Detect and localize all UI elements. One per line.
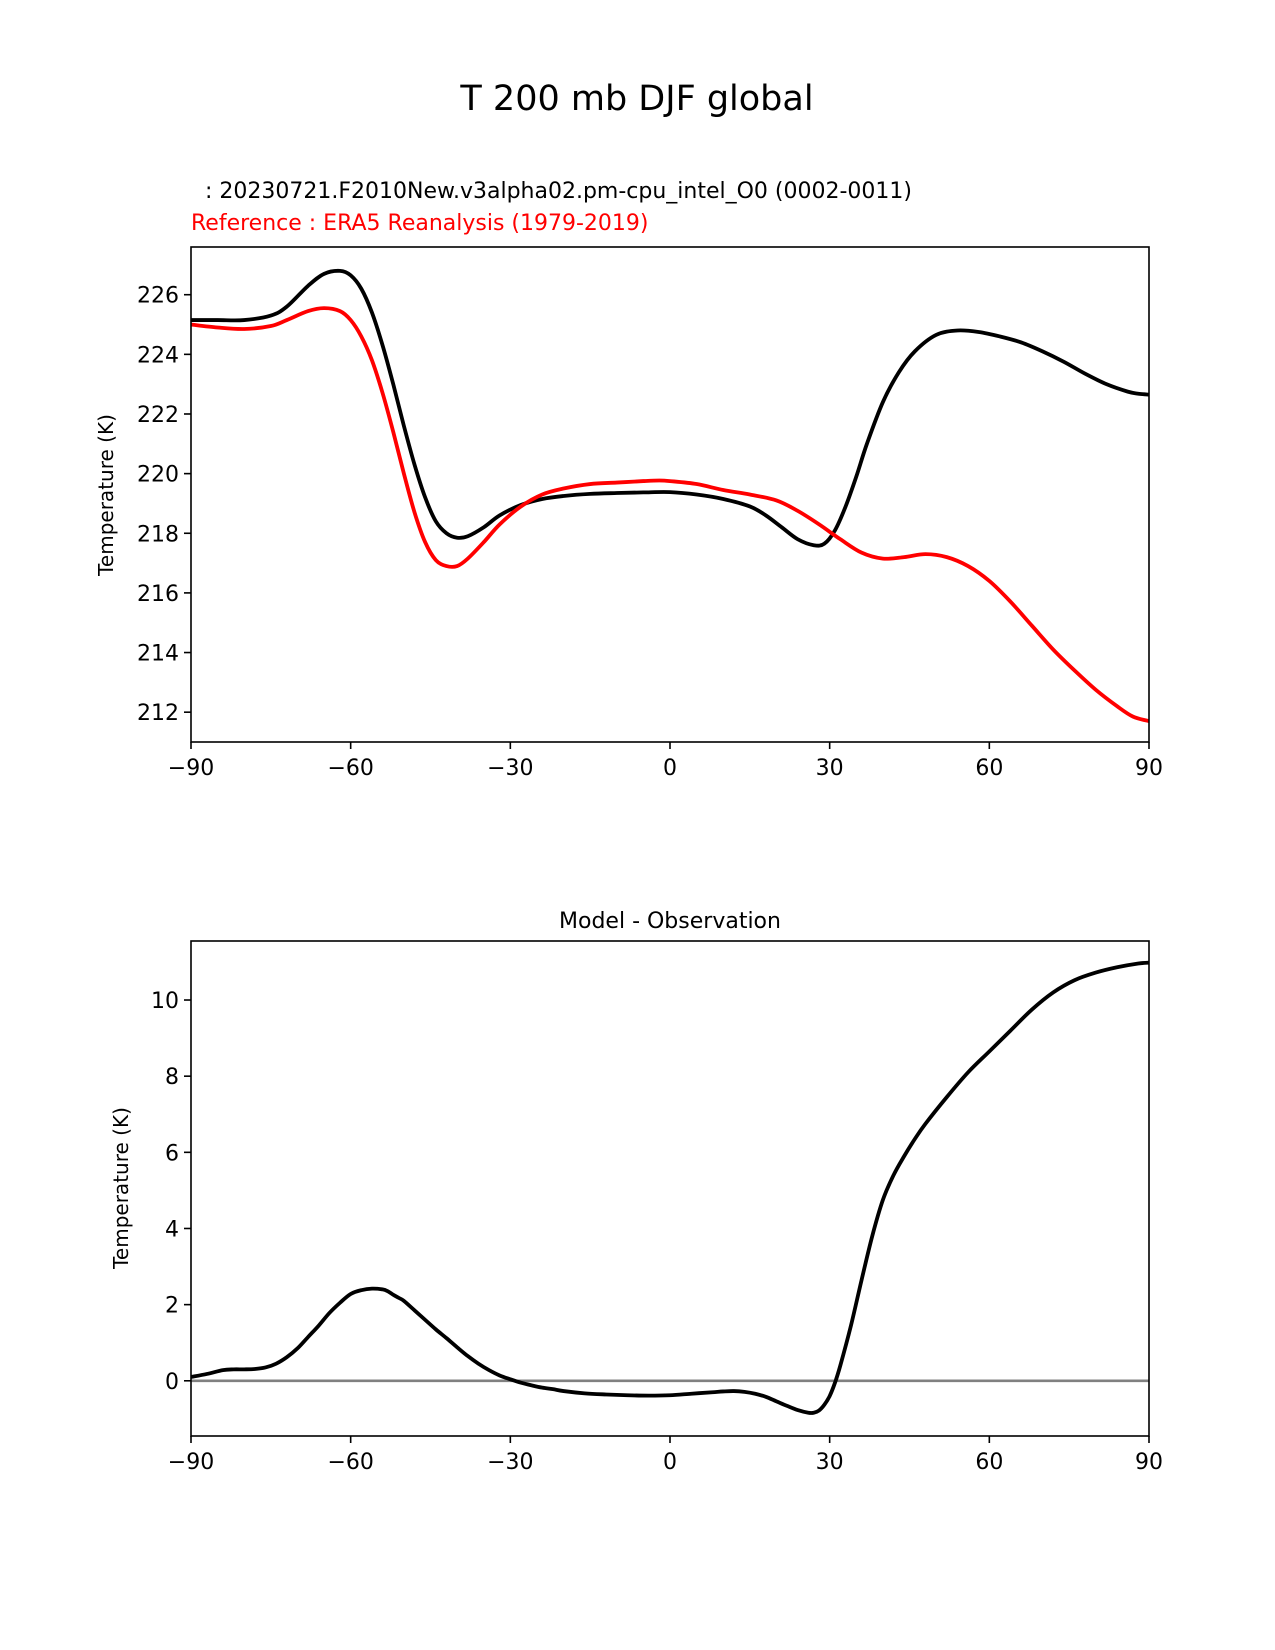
series-line-difference	[190, 960, 1150, 1415]
y-axis-label: Temperature (K)	[109, 1107, 133, 1270]
y-tick-label: 8	[165, 1065, 179, 1090]
y-tick-label: 222	[137, 403, 179, 428]
axes-frame	[190, 940, 1150, 1437]
test-dataset-label: : 20230721.F2010New.v3alpha02.pm-cpu_int…	[191, 179, 912, 204]
difference-chart-title: Model - Observation	[559, 909, 781, 934]
y-tick-label: 212	[137, 701, 179, 726]
y-tick-label: 214	[137, 642, 179, 667]
x-tick-label: −90	[168, 756, 214, 781]
y-tick-label: 10	[151, 989, 179, 1014]
x-tick-label: 30	[816, 1450, 844, 1475]
x-tick-label: −30	[487, 756, 533, 781]
x-tick-label: −60	[327, 756, 373, 781]
axes-frame	[190, 246, 1150, 743]
y-tick-label: 216	[137, 582, 179, 607]
y-tick-label: 0	[165, 1370, 179, 1395]
x-tick-label: −30	[487, 1450, 533, 1475]
climatology-chart: −90 −60 −30 0 30 60 90 212 214 216 218 220 222 224 226…	[94, 246, 1163, 781]
y-tick-label: 2	[165, 1294, 179, 1319]
x-tick-label: 0	[663, 1450, 677, 1475]
x-tick-label: 90	[1135, 756, 1163, 781]
x-tick-label: 60	[975, 1450, 1003, 1475]
x-tick-label: 90	[1135, 1450, 1163, 1475]
series-line-test	[191, 268, 1150, 548]
x-tick-label: 30	[816, 756, 844, 781]
x-tick-label: 0	[663, 756, 677, 781]
reference-dataset-label: Reference : ERA5 Reanalysis (1979-2019)	[191, 211, 649, 236]
x-tick-label: −90	[168, 1450, 214, 1475]
y-tick-label: 226	[137, 284, 179, 309]
difference-chart: −90 −60 −30 0 30 60 90 0 2 4 6 8 10 Temperature (K)	[109, 940, 1163, 1475]
x-tick-label: −60	[327, 1450, 373, 1475]
x-tick-label: 60	[975, 756, 1003, 781]
y-tick-label: 6	[165, 1141, 179, 1166]
y-tick-label: 218	[137, 522, 179, 547]
y-tick-label: 224	[137, 343, 179, 368]
figure-title: T 200 mb DJF global	[459, 79, 813, 119]
y-tick-label: 4	[165, 1217, 179, 1242]
y-axis-label: Temperature (K)	[94, 414, 118, 577]
series-line-reference	[190, 306, 1150, 723]
y-tick-label: 220	[137, 463, 179, 488]
